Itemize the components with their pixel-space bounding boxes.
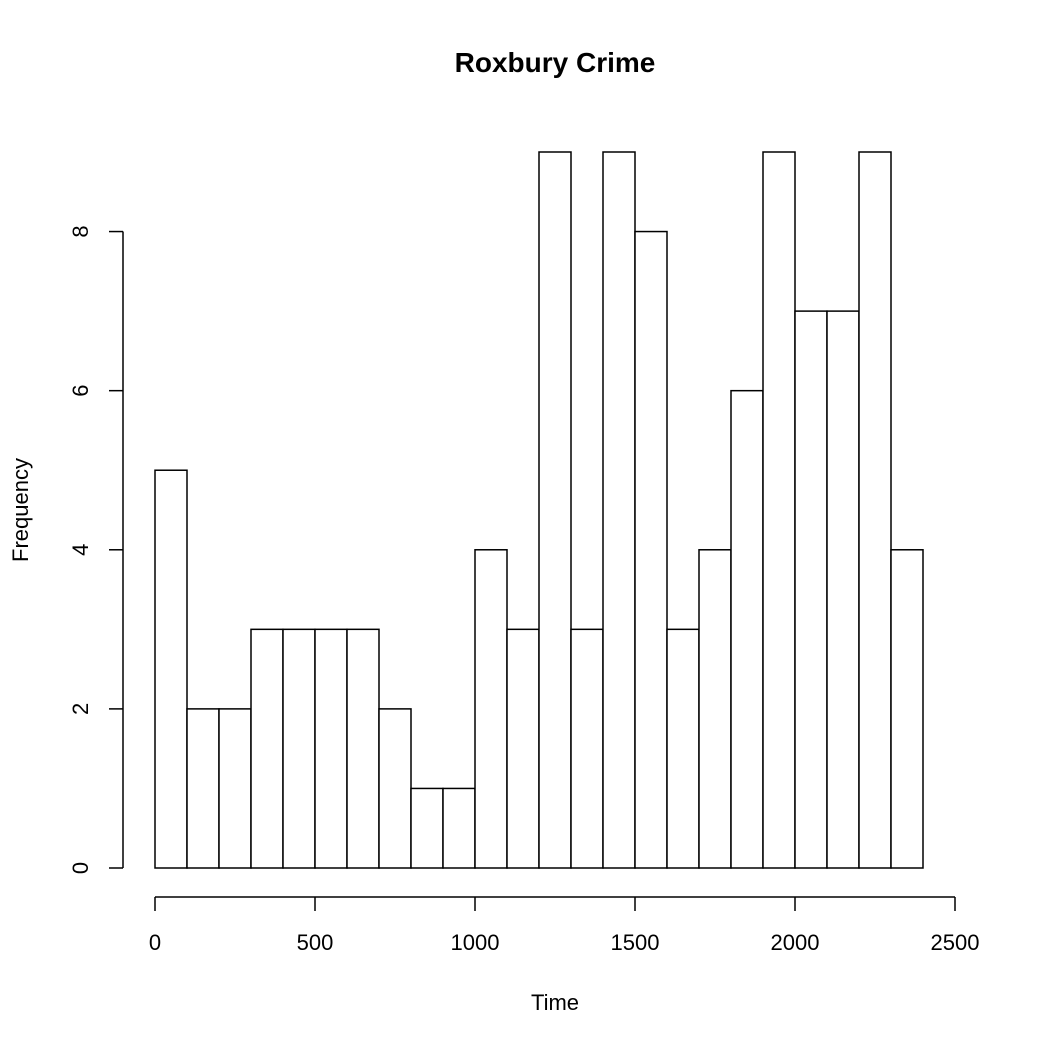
bars-group [154,151,924,869]
x-tick-label: 2000 [771,930,820,955]
histogram-bar [602,151,636,869]
x-tick-label: 1000 [451,930,500,955]
histogram-bar [858,151,892,869]
histogram-bar [698,549,732,869]
histogram-bar [538,151,572,869]
x-tick-label: 2500 [931,930,980,955]
histogram-bar [218,708,252,869]
x-tick-label: 1500 [611,930,660,955]
histogram-bar [506,628,540,869]
histogram-bar [826,310,860,869]
histogram-bar [890,549,924,869]
histogram-bar [314,628,348,869]
y-tick-label: 2 [68,703,93,715]
histogram-bar [570,628,604,869]
histogram-bar [666,628,700,869]
x-tick-label: 500 [297,930,334,955]
histogram-bar [250,628,284,869]
chart-title: Roxbury Crime [455,47,656,78]
histogram-bar [410,787,444,869]
histogram-bar [154,469,188,869]
histogram-bar [634,230,668,869]
y-tick-label: 4 [68,544,93,556]
y-tick-label: 0 [68,862,93,874]
x-axis-label: Time [531,990,579,1015]
x-axis: 0 500 1000 1500 2000 2500 [149,896,980,955]
histogram-bar [730,389,764,869]
y-axis-label: Frequency [8,458,33,562]
histogram-bar [346,628,380,869]
histogram-bar [794,310,828,869]
histogram-bar [378,708,412,869]
y-axis: 0 2 4 6 8 [68,225,124,874]
y-tick-label: 8 [68,225,93,237]
x-tick-label: 0 [149,930,161,955]
histogram-bar [186,708,220,869]
histogram-bar [474,549,508,869]
histogram-bar [762,151,796,869]
histogram-bar [442,787,476,869]
histogram-bar [282,628,316,869]
y-tick-label: 6 [68,385,93,397]
